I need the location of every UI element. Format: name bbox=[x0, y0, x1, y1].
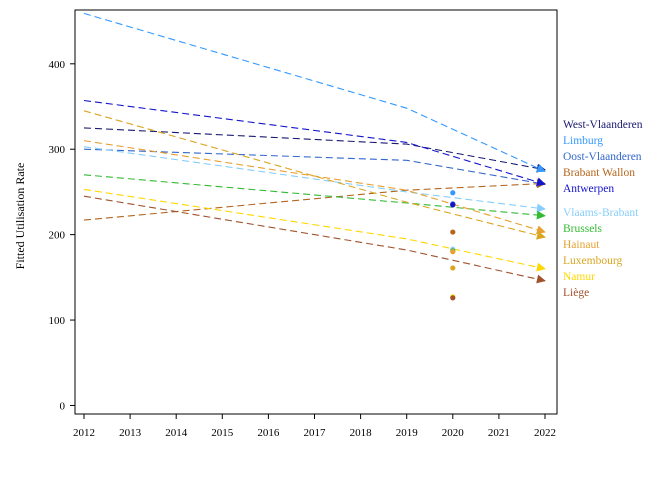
legend-entry: Brabant Wallon bbox=[563, 167, 635, 179]
series-line bbox=[83, 12, 546, 173]
series-line bbox=[83, 188, 546, 272]
legend-entry: West-Vlaanderen bbox=[563, 119, 643, 131]
y-tick-label: 100 bbox=[49, 315, 66, 327]
y-tick-label: 400 bbox=[49, 59, 66, 71]
data-point-2020 bbox=[450, 295, 456, 301]
series-line bbox=[83, 148, 546, 188]
x-tick-label: 2014 bbox=[165, 427, 188, 439]
x-tick-label: 2016 bbox=[257, 427, 280, 439]
series-lines bbox=[83, 12, 546, 284]
legend-entry: Antwerpen bbox=[563, 183, 614, 195]
x-tick-label: 2015 bbox=[211, 427, 234, 439]
x-tick-label: 2022 bbox=[534, 427, 556, 439]
legend-entry: Namur bbox=[563, 271, 595, 283]
legend-entry: Luxembourg bbox=[563, 255, 622, 267]
x-tick-label: 2020 bbox=[442, 427, 465, 439]
legend: West-Vlaanderen Limburg Oost-Vlaanderen Bra… bbox=[563, 119, 643, 299]
x-tick-label: 2021 bbox=[488, 427, 510, 439]
y-tick-label: 200 bbox=[49, 230, 66, 242]
x-tick-label: 2017 bbox=[304, 427, 327, 439]
series-line bbox=[83, 146, 546, 213]
x-axis: 2012 2013 2014 2015 2016 2017 2018 2019 2020 2021… bbox=[73, 414, 556, 439]
data-point-2020 bbox=[450, 265, 456, 271]
legend-entry: Liège bbox=[563, 287, 589, 299]
y-axis: 0 100 200 300 400 bbox=[49, 59, 75, 412]
data-point-2020 bbox=[450, 249, 456, 255]
series-line bbox=[83, 195, 546, 284]
data-point-2020 bbox=[450, 229, 456, 235]
series-line bbox=[83, 179, 546, 221]
x-tick-label: 2013 bbox=[119, 427, 142, 439]
plot-frame bbox=[74, 9, 558, 415]
legend-entry: Brussels bbox=[563, 223, 603, 235]
series-line bbox=[83, 99, 546, 187]
points-2020 bbox=[450, 190, 456, 301]
legend-entry: Oost-Vlaanderen bbox=[563, 151, 642, 163]
legend-entry: Limburg bbox=[563, 135, 603, 147]
x-tick-label: 2018 bbox=[350, 427, 373, 439]
x-tick-label: 2019 bbox=[396, 427, 419, 439]
x-tick-label: 2012 bbox=[73, 427, 95, 439]
series-line bbox=[83, 127, 546, 173]
series-line bbox=[83, 110, 546, 240]
legend-entry: Vlaams-Brabant bbox=[563, 207, 639, 219]
y-tick-label: 0 bbox=[60, 400, 66, 412]
data-point-2020 bbox=[450, 202, 456, 208]
legend-entry: Hainaut bbox=[563, 239, 600, 251]
y-axis-title: Fitted Utilisation Rate bbox=[13, 163, 27, 270]
y-tick-label: 300 bbox=[49, 144, 66, 156]
data-point-2020 bbox=[450, 190, 456, 196]
series-line bbox=[83, 140, 546, 235]
series-line bbox=[83, 174, 546, 220]
